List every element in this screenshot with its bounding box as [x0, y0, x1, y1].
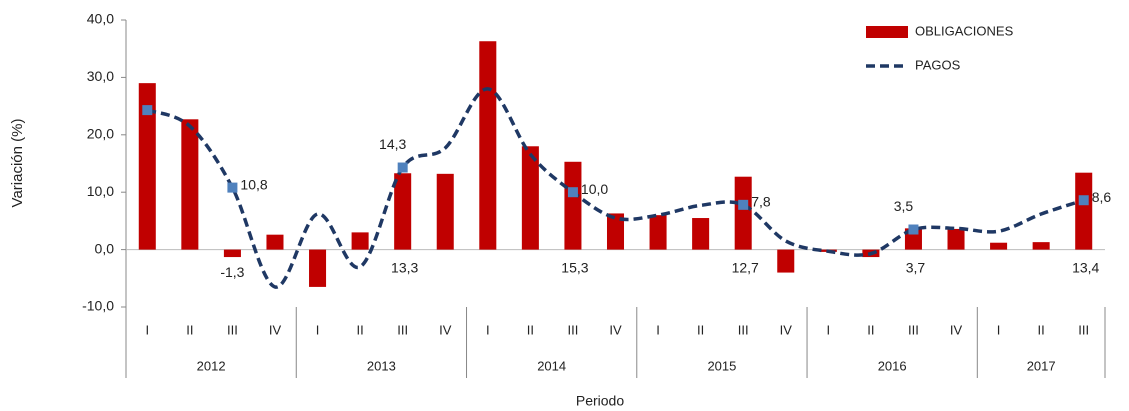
bar [1075, 172, 1093, 250]
x-tick-label: II [1038, 322, 1045, 337]
x-tick-label: I [656, 322, 660, 337]
x-tick-label: I [145, 322, 149, 337]
y-tick-label: -10,0 [82, 298, 114, 314]
y-tick-label: 20,0 [87, 126, 114, 142]
bar [223, 249, 241, 258]
group-label: 2016 [878, 358, 907, 373]
group-label: 2013 [367, 358, 396, 373]
bar [606, 213, 625, 250]
bar [777, 249, 795, 273]
x-tick-label: II [356, 322, 363, 337]
line-value-label: 14,3 [379, 136, 406, 152]
bar [351, 232, 369, 250]
marker [738, 199, 749, 210]
y-tick-label: 10,0 [87, 183, 114, 199]
bar [479, 41, 497, 250]
line-value-label: 8,6 [1092, 189, 1112, 205]
x-tick-label: IV [950, 322, 963, 337]
legend-swatch [866, 26, 908, 38]
line-value-label: 3,5 [894, 198, 914, 214]
marker [227, 182, 238, 193]
x-tick-label: IV [439, 322, 452, 337]
x-tick-label: III [738, 322, 749, 337]
line-value-label: 10,0 [581, 181, 608, 197]
x-tick-label: II [186, 322, 193, 337]
marker [908, 224, 919, 235]
x-tick-label: I [316, 322, 320, 337]
bar [692, 218, 710, 250]
x-tick-label: I [997, 322, 1001, 337]
group-label: 2017 [1027, 358, 1056, 373]
x-tick-label: I [486, 322, 490, 337]
line [146, 87, 1085, 289]
group-label: 2012 [197, 358, 226, 373]
marker [397, 162, 408, 173]
x-tick-label: III [227, 322, 238, 337]
bar [1032, 242, 1050, 250]
x-tick-label: III [1078, 322, 1089, 337]
group-label: 2015 [707, 358, 736, 373]
bar [138, 83, 156, 250]
x-tick-label: II [867, 322, 874, 337]
x-tick-label: III [397, 322, 408, 337]
legend-label: OBLIGACIONES [915, 23, 1014, 38]
y-axis-title: Variación (%) [9, 119, 26, 208]
group-label: 2014 [537, 358, 566, 373]
bar-value-label: 3,7 [906, 260, 926, 276]
x-tick-label: II [527, 322, 534, 337]
y-tick-label: 0,0 [95, 240, 115, 256]
bar-value-label: 15,3 [561, 260, 588, 276]
x-tick-label: I [827, 322, 831, 337]
bar [266, 234, 284, 250]
y-tick-label: 40,0 [87, 11, 114, 27]
bar [394, 173, 412, 250]
bar [649, 215, 667, 250]
marker [567, 187, 578, 198]
bar [436, 173, 454, 250]
bar-value-label: 12,7 [732, 260, 759, 276]
x-tick-label: IV [609, 322, 622, 337]
line-value-label: 10,8 [240, 176, 267, 192]
bar [734, 176, 752, 250]
x-axis-title: Periodo [576, 393, 624, 409]
legend-label: PAGOS [915, 57, 961, 72]
line-value-label: 7,8 [751, 194, 771, 210]
bar [521, 146, 539, 250]
bar-value-label: 13,3 [391, 260, 418, 276]
bar-value-label: 13,4 [1072, 260, 1099, 276]
bar [309, 249, 327, 287]
bar [564, 161, 582, 250]
x-tick-label: III [908, 322, 919, 337]
marker [1078, 195, 1089, 206]
bar [947, 228, 965, 250]
marker [142, 105, 153, 116]
bar-value-label: -1,3 [220, 264, 244, 280]
bar [990, 242, 1008, 250]
x-tick-label: IV [780, 322, 793, 337]
x-tick-label: IV [269, 322, 282, 337]
x-tick-label: II [697, 322, 704, 337]
bar [181, 119, 199, 250]
x-tick-label: III [568, 322, 579, 337]
y-tick-label: 30,0 [87, 68, 114, 84]
